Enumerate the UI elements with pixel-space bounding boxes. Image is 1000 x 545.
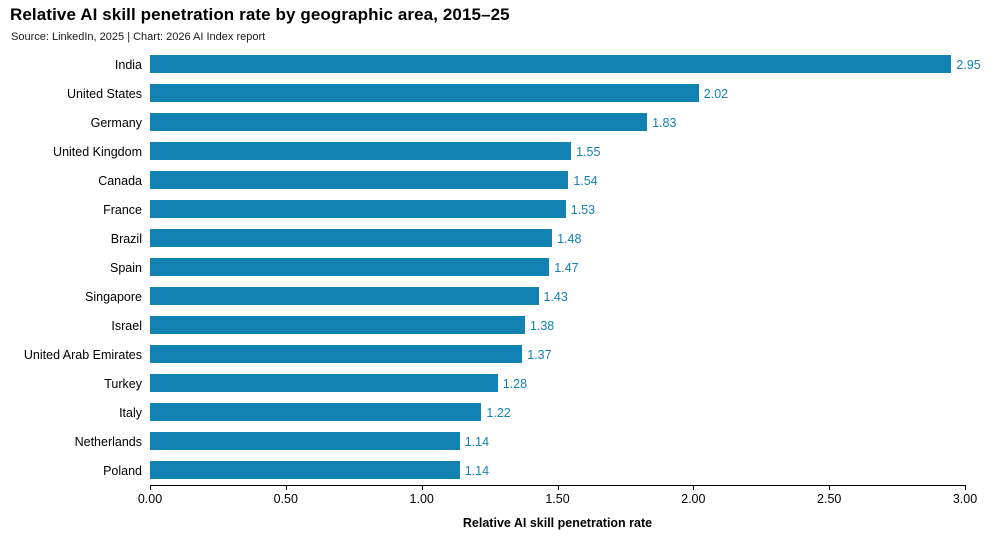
x-tick-label: 3.00 [952,492,978,506]
value-label: 1.28 [502,376,528,391]
bar-track: 1.14 [150,427,965,456]
bar-row: Poland 1.14 [0,456,1000,485]
x-tick-label: 1.50 [545,492,570,506]
bar [150,345,523,363]
bar [150,461,460,479]
bar [150,55,952,73]
category-label: Germany [90,115,142,130]
bar-track: 1.43 [150,282,965,311]
bar-track: 1.54 [150,166,965,195]
bar-row: Netherlands 1.14 [0,427,1000,456]
category-label: India [114,57,142,72]
value-label: 1.14 [464,463,490,478]
bar-track: 1.83 [150,108,965,137]
bar [150,84,699,102]
bar-track: 1.37 [150,340,965,369]
bar-row: United Kingdom 1.55 [0,137,1000,166]
category-label: France [103,202,142,217]
x-tick-label: 2.50 [817,492,842,506]
bar-row: Canada 1.54 [0,166,1000,195]
x-tick-mark [965,486,966,490]
bar [150,374,498,392]
x-tick-label: 1.00 [409,492,434,506]
bar [150,142,572,160]
category-label: United Kingdom [53,144,142,159]
x-tick-mark [557,486,559,490]
bar-row: Italy 1.22 [0,398,1000,427]
category-label: United Arab Emirates [23,347,142,362]
x-tick-mark [150,486,151,490]
category-label: Israel [111,318,142,333]
bar-track: 2.95 [150,50,981,79]
bar-row: Brazil 1.48 [0,224,1000,253]
bar-track: 1.14 [150,456,965,485]
value-label: 1.53 [570,202,596,217]
bar-row: France 1.53 [0,195,1000,224]
bar [150,229,553,247]
category-label: Brazil [110,231,142,246]
value-label: 1.83 [652,115,677,130]
bar [150,287,539,305]
category-label: Poland [103,463,142,478]
bar-rows: India 2.95 United States 2.02 Germany 1.83 Uni… [0,50,1000,485]
value-label: 1.43 [543,289,568,304]
bar-track: 1.47 [150,253,965,282]
bar-track: 1.38 [150,311,965,340]
bar-track: 2.02 [150,79,965,108]
value-label: 2.95 [956,57,981,72]
bar [150,316,525,334]
value-label: 1.48 [557,231,582,246]
category-label: Italy [119,405,142,420]
value-label: 1.37 [527,347,552,362]
category-label: United States [66,86,142,101]
bar-row: India 2.95 [0,50,1000,79]
bar-track: 1.22 [150,398,965,427]
bar [150,200,566,218]
bar [150,432,460,450]
bar-track: 1.28 [150,369,965,398]
chart-title: Relative AI skill penetration rate by ge… [10,5,510,24]
x-tick-label: 0.00 [137,492,163,506]
category-label: Netherlands [74,434,142,449]
value-label: 1.38 [529,318,555,333]
x-tick-label: 2.00 [681,492,706,506]
bar [150,171,569,189]
bar-row: Germany 1.83 [0,108,1000,137]
bar-row: United States 2.02 [0,79,1000,108]
bar-track: 1.53 [150,195,965,224]
value-label: 1.54 [573,173,598,188]
bar [150,113,648,131]
x-tick-label: 0.50 [273,492,298,506]
x-axis-title: Relative AI skill penetration rate [462,516,653,530]
bar-track: 1.55 [150,137,965,166]
bar-track: 1.48 [150,224,965,253]
bar [150,403,482,421]
x-axis-line [150,485,966,486]
x-tick-mark [693,486,695,490]
bar [150,258,550,276]
bar-row: United Arab Emirates 1.37 [0,340,1000,369]
value-label: 1.55 [576,144,601,159]
value-label: 1.14 [464,434,490,449]
bar-row: Israel 1.38 [0,311,1000,340]
category-label: Spain [110,260,142,275]
chart-source: Source: LinkedIn, 2025 | Chart: 2026 AI … [11,31,266,43]
value-label: 1.47 [554,260,579,275]
x-tick-mark [829,486,831,490]
x-tick-mark [421,486,423,490]
category-label: Turkey [104,376,142,391]
x-tick-mark [285,486,287,490]
category-label: Singapore [85,289,142,304]
bar-row: Singapore 1.43 [0,282,1000,311]
bar-row: Turkey 1.28 [0,369,1000,398]
value-label: 1.22 [486,405,511,420]
category-label: Canada [98,173,142,188]
value-label: 2.02 [703,86,729,101]
bar-row: Spain 1.47 [0,253,1000,282]
